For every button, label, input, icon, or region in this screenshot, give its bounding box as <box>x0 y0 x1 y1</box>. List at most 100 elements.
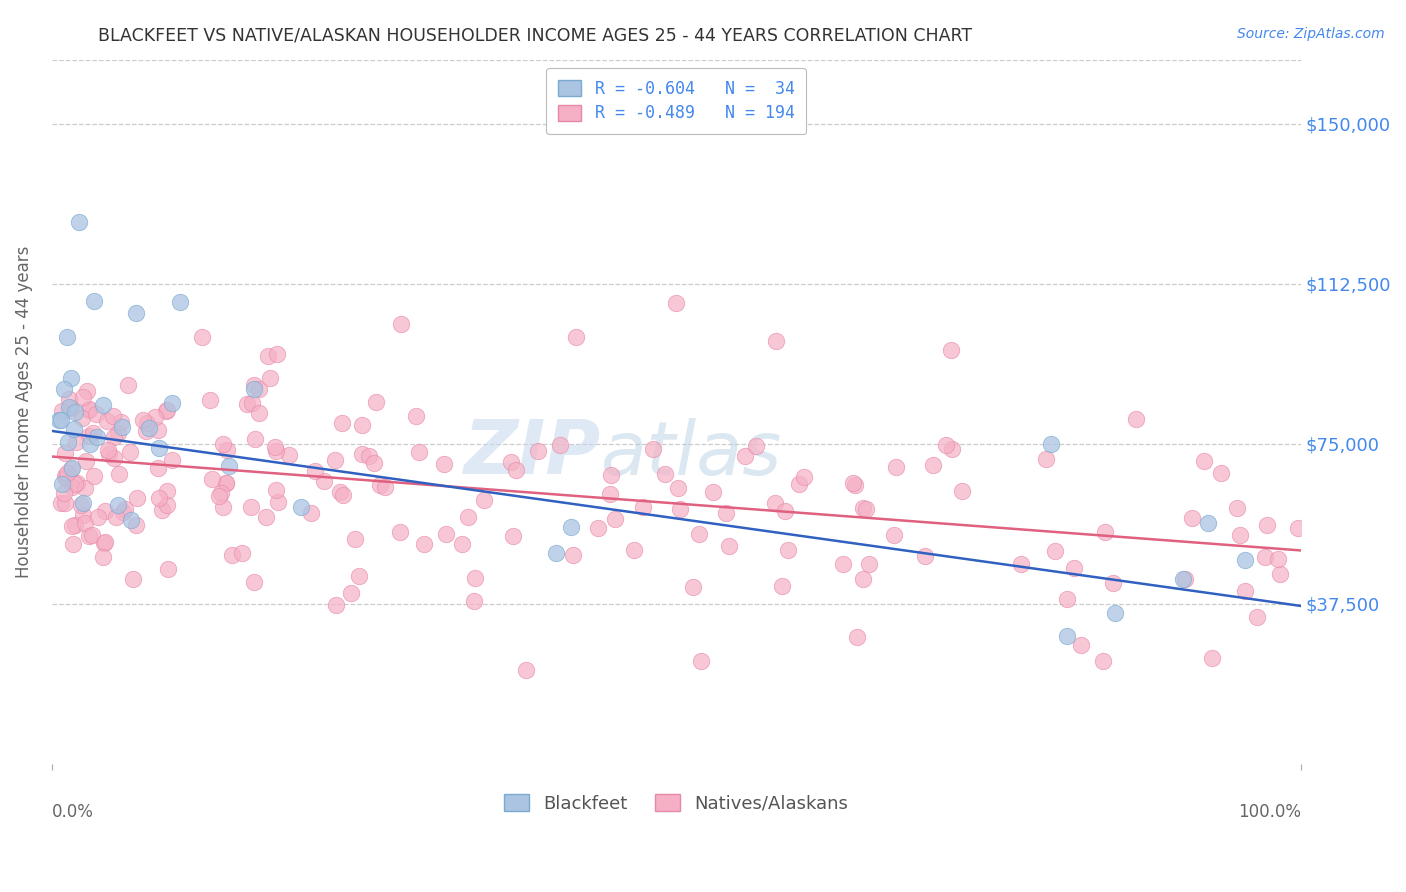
Point <box>1104 606 1126 620</box>
Point <box>548 438 571 452</box>
Point <box>922 458 945 473</box>
Point <box>623 543 645 558</box>
Point <box>463 593 485 607</box>
Point <box>374 480 396 494</box>
Point <box>157 562 180 576</box>
Point <box>97 443 120 458</box>
Point <box>669 502 692 516</box>
Point <box>350 447 373 461</box>
Text: Source: ZipAtlas.com: Source: ZipAtlas.com <box>1237 27 1385 41</box>
Point <box>48 413 70 427</box>
Point <box>1198 516 1220 530</box>
Point <box>156 402 179 417</box>
Point <box>773 504 796 518</box>
Point <box>1256 518 1278 533</box>
Point <box>565 330 588 344</box>
Point <box>53 446 76 460</box>
Point <box>72 390 94 404</box>
Point <box>434 526 457 541</box>
Point <box>776 543 799 558</box>
Point <box>842 476 865 491</box>
Point <box>1010 557 1032 571</box>
Point <box>208 489 231 503</box>
Point <box>1234 553 1257 567</box>
Point <box>266 483 288 498</box>
Point <box>49 496 72 510</box>
Point <box>654 467 676 482</box>
Point <box>138 421 160 435</box>
Point <box>718 539 741 553</box>
Point <box>127 491 149 505</box>
Point <box>53 496 76 510</box>
Point <box>104 510 127 524</box>
Point <box>55 471 77 485</box>
Point <box>93 503 115 517</box>
Point <box>1181 511 1204 525</box>
Point <box>148 441 170 455</box>
Point <box>472 493 495 508</box>
Point <box>218 459 240 474</box>
Point <box>84 407 107 421</box>
Point <box>211 500 233 515</box>
Point <box>299 506 322 520</box>
Point <box>201 472 224 486</box>
Point <box>1056 591 1078 606</box>
Point <box>150 503 173 517</box>
Point <box>763 496 786 510</box>
Point <box>136 417 159 431</box>
Point <box>132 412 155 426</box>
Point <box>1063 561 1085 575</box>
Point <box>83 469 105 483</box>
Point <box>162 396 184 410</box>
Point <box>690 654 713 668</box>
Point <box>53 469 76 483</box>
Point <box>1091 654 1114 668</box>
Point <box>75 481 97 495</box>
Point <box>1267 551 1289 566</box>
Point <box>51 412 73 426</box>
Point <box>433 457 456 471</box>
Point <box>325 598 347 612</box>
Text: ZIP: ZIP <box>464 417 602 491</box>
Point <box>254 510 277 524</box>
Point <box>53 486 76 500</box>
Point <box>515 663 537 677</box>
Point <box>264 443 287 458</box>
Point <box>339 586 361 600</box>
Point <box>290 500 312 515</box>
Point <box>641 442 664 456</box>
Point <box>1125 412 1147 426</box>
Point <box>120 513 142 527</box>
Point <box>1201 651 1223 665</box>
Point <box>96 414 118 428</box>
Point <box>79 437 101 451</box>
Point <box>108 467 131 482</box>
Point <box>86 430 108 444</box>
Point <box>82 425 104 440</box>
Point <box>858 558 880 572</box>
Point <box>457 509 479 524</box>
Point <box>91 398 114 412</box>
Point <box>344 532 367 546</box>
Point <box>844 478 866 492</box>
Point <box>350 418 373 433</box>
Point <box>330 416 353 430</box>
Point <box>72 508 94 523</box>
Point <box>1192 454 1215 468</box>
Point <box>267 495 290 509</box>
Point <box>1229 528 1251 542</box>
Point <box>121 572 143 586</box>
Point <box>235 397 257 411</box>
Point <box>67 215 90 229</box>
Point <box>190 330 212 344</box>
Point <box>1043 544 1066 558</box>
Point <box>215 476 238 491</box>
Point <box>160 453 183 467</box>
Point <box>851 501 873 516</box>
Point <box>66 476 89 491</box>
Point <box>93 535 115 549</box>
Point <box>765 334 787 349</box>
Point <box>505 463 527 477</box>
Point <box>1233 584 1256 599</box>
Point <box>939 343 962 357</box>
